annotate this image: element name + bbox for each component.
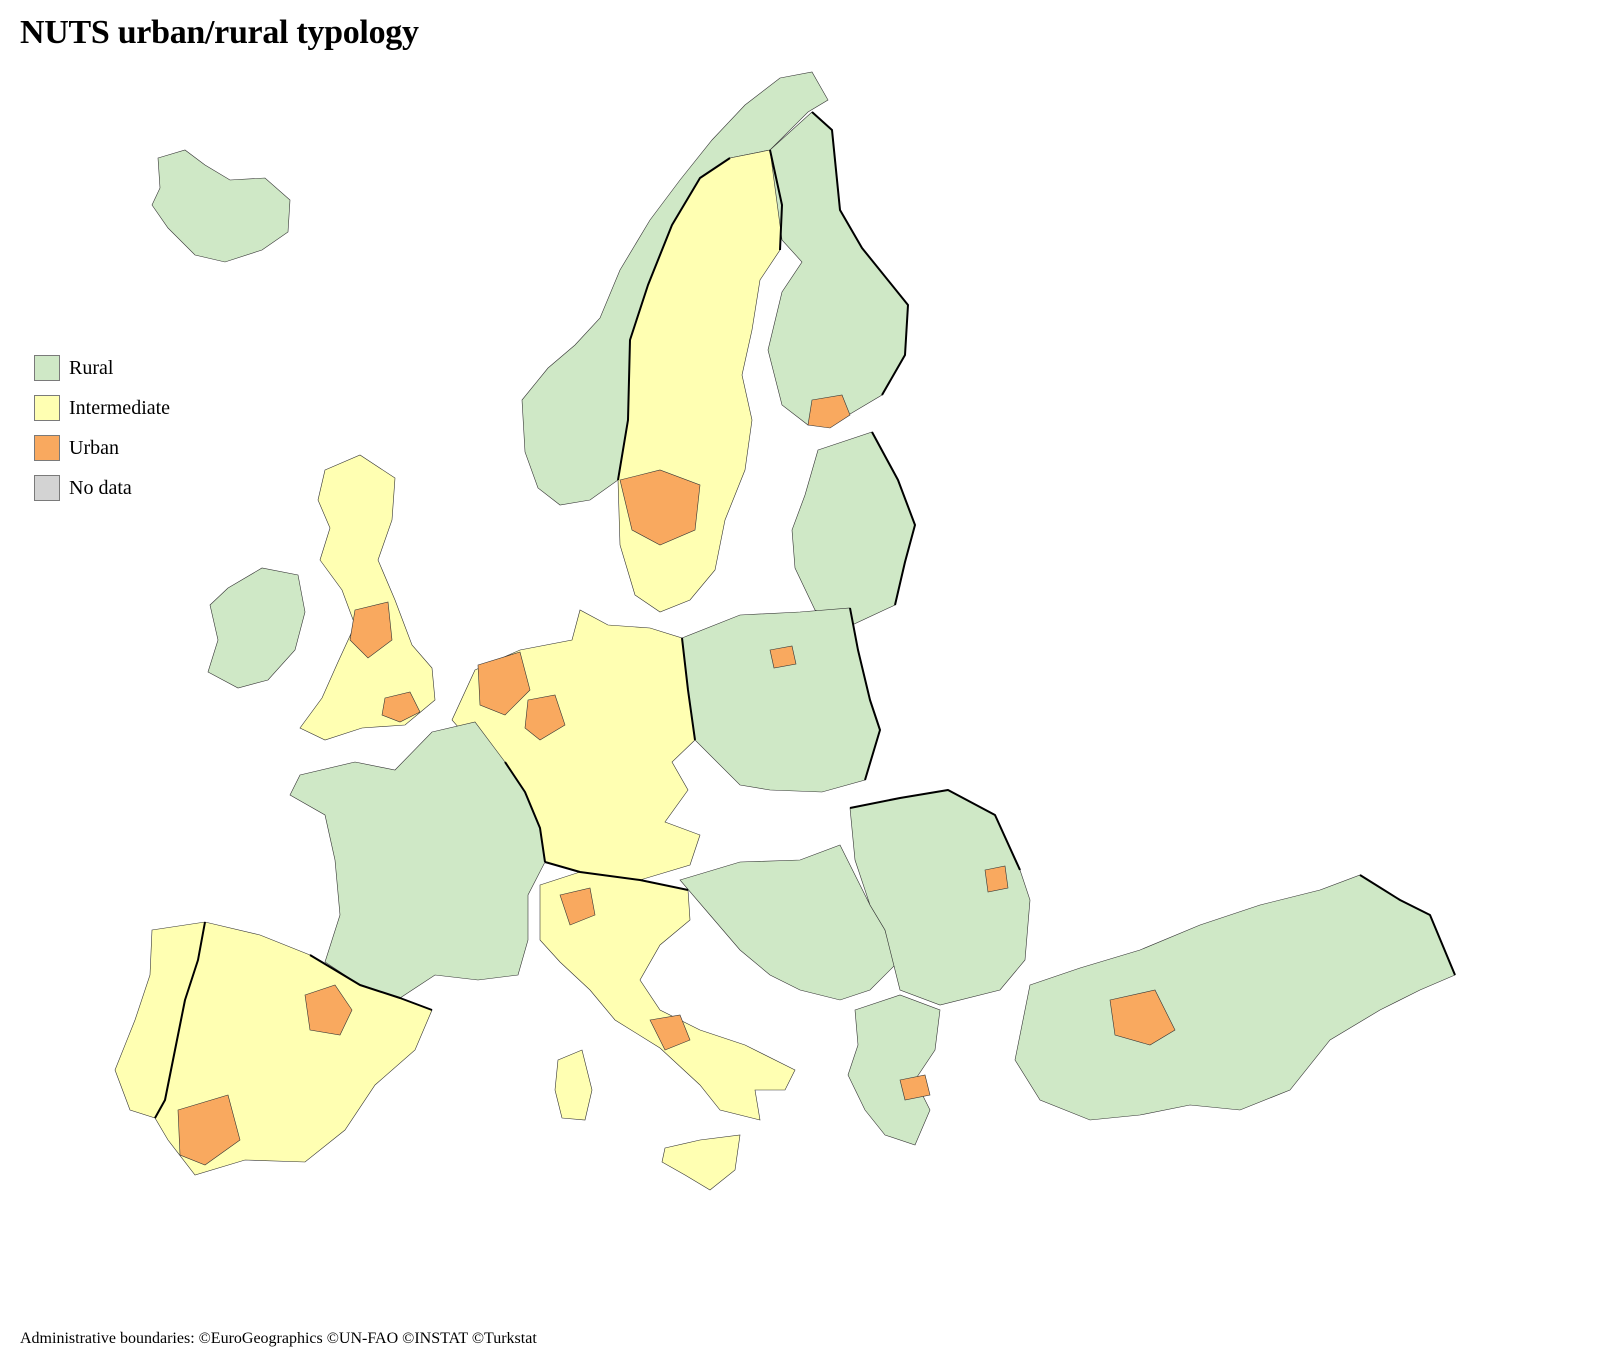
border-spain-portugal <box>154 921 206 1119</box>
legend-label-urban: Urban <box>69 436 119 459</box>
region-italy[interactable] <box>539 871 796 1121</box>
urban-patch-helsinki <box>807 394 851 429</box>
national-borders <box>154 111 1456 1119</box>
map-title: NUTS urban/rural typology <box>20 14 419 51</box>
region-great-britain[interactable] <box>299 454 436 741</box>
border-baltics-east <box>871 431 916 606</box>
legend-item-urban: Urban <box>34 433 170 463</box>
border-romania <box>849 789 1021 871</box>
region-turkey[interactable] <box>1014 874 1456 1121</box>
urban-patch-madrid <box>304 984 353 1036</box>
region-sardinia[interactable] <box>554 1049 593 1121</box>
border-alps <box>544 861 689 891</box>
urban-patch-midlands <box>349 601 393 659</box>
europe-map <box>114 71 1456 1191</box>
legend-label-no-data: No data <box>69 476 132 499</box>
legend-swatch-urban <box>34 435 60 461</box>
region-ireland[interactable] <box>207 567 306 689</box>
attribution: Administrative boundaries: ©EuroGeograph… <box>20 1330 537 1347</box>
urban-patch-ruhr <box>524 694 566 741</box>
legend-swatch-rural <box>34 355 60 381</box>
legend-item-no-data: No data <box>34 473 170 503</box>
urban-patch-ankara <box>1109 989 1176 1046</box>
region-iceland[interactable] <box>151 149 291 263</box>
region-finland[interactable] <box>767 111 909 426</box>
border-poland-east <box>849 607 881 781</box>
border-france-germany <box>504 761 546 863</box>
urban-patch-andalusia <box>177 1094 241 1166</box>
legend-item-intermediate: Intermediate <box>34 393 170 423</box>
border-sweden-finland <box>769 149 783 251</box>
legend-swatch-intermediate <box>34 395 60 421</box>
urban-patch-london <box>381 691 421 723</box>
border-pyrenees <box>309 954 433 1011</box>
legend-label-rural: Rural <box>69 356 114 379</box>
region-balkans[interactable] <box>679 844 896 1001</box>
legend-swatch-no-data <box>34 475 60 501</box>
region-poland[interactable] <box>681 607 881 793</box>
legend-item-rural: Rural <box>34 353 170 383</box>
border-norway-sweden <box>617 157 731 481</box>
region-sicily[interactable] <box>661 1134 741 1191</box>
urban-patch-randstad <box>477 651 531 716</box>
border-germany-poland <box>681 637 696 741</box>
urban-hotspots <box>177 394 1176 1166</box>
urban-patch-naples <box>649 1014 691 1051</box>
border-finland-russia <box>811 111 909 396</box>
urban-patch-milan <box>559 887 596 926</box>
region-greece[interactable] <box>847 994 941 1146</box>
legend-label-intermediate: Intermediate <box>69 396 171 419</box>
urban-patch-athens <box>899 1074 931 1101</box>
urban-patch-bucharest <box>984 865 1009 893</box>
legend: Rural Intermediate Urban No data <box>34 353 170 513</box>
region-sweden[interactable] <box>617 149 783 613</box>
urban-patch-warsaw <box>769 645 797 669</box>
border-turkey-east <box>1359 874 1456 976</box>
urban-patch-stockholm <box>619 469 701 546</box>
